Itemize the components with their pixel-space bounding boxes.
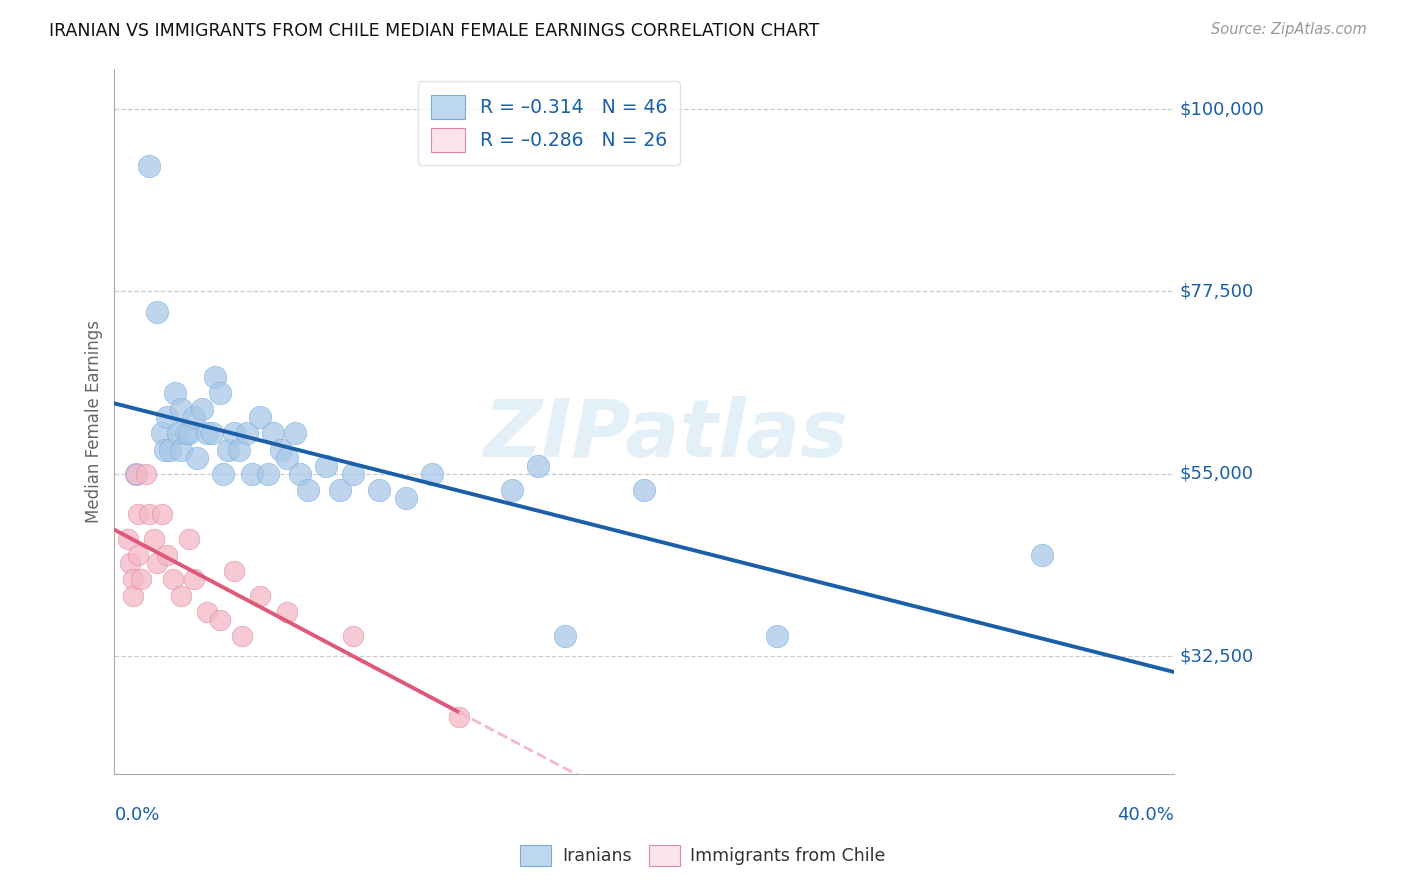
Text: IRANIAN VS IMMIGRANTS FROM CHILE MEDIAN FEMALE EARNINGS CORRELATION CHART: IRANIAN VS IMMIGRANTS FROM CHILE MEDIAN … xyxy=(49,22,820,40)
Point xyxy=(236,426,259,441)
Point xyxy=(174,426,197,441)
Text: $77,500: $77,500 xyxy=(1180,283,1254,301)
Point xyxy=(169,442,191,457)
Point xyxy=(122,589,145,603)
Point xyxy=(167,426,190,441)
Point xyxy=(222,426,245,441)
Point xyxy=(156,548,179,562)
Point xyxy=(554,629,576,643)
Point xyxy=(527,458,550,473)
Point xyxy=(276,450,298,465)
Point xyxy=(204,369,226,384)
Point xyxy=(169,589,191,603)
Point xyxy=(765,629,787,643)
Point xyxy=(165,385,187,400)
Point xyxy=(150,508,173,522)
Point xyxy=(217,442,239,457)
Point xyxy=(212,467,235,481)
Point xyxy=(257,467,280,481)
Text: $55,000: $55,000 xyxy=(1180,465,1253,483)
Point xyxy=(159,442,181,457)
Text: Source: ZipAtlas.com: Source: ZipAtlas.com xyxy=(1211,22,1367,37)
Point xyxy=(368,483,391,497)
Point xyxy=(138,508,160,522)
Point xyxy=(633,483,655,497)
Point xyxy=(1031,548,1053,562)
Point xyxy=(143,532,166,546)
Legend: R = –0.314   N = 46, R = –0.286   N = 26: R = –0.314 N = 46, R = –0.286 N = 26 xyxy=(418,81,681,165)
Point xyxy=(183,572,205,586)
Point xyxy=(150,426,173,441)
Point xyxy=(186,450,208,465)
Point xyxy=(297,483,319,497)
Point xyxy=(501,483,523,497)
Point xyxy=(209,613,232,627)
Point xyxy=(342,467,364,481)
Y-axis label: Median Female Earnings: Median Female Earnings xyxy=(86,319,103,523)
Point xyxy=(138,159,160,173)
Point xyxy=(129,572,152,586)
Point xyxy=(276,605,298,619)
Point xyxy=(177,426,200,441)
Text: 40.0%: 40.0% xyxy=(1118,806,1174,824)
Point xyxy=(191,402,214,417)
Point xyxy=(169,402,191,417)
Point xyxy=(447,710,470,724)
Text: $32,500: $32,500 xyxy=(1180,648,1254,665)
Point xyxy=(124,467,146,481)
Point xyxy=(162,572,184,586)
Point xyxy=(177,532,200,546)
Point xyxy=(183,410,205,425)
Point xyxy=(270,442,292,457)
Point xyxy=(156,410,179,425)
Point xyxy=(135,467,157,481)
Point xyxy=(209,385,232,400)
Point xyxy=(228,442,250,457)
Point xyxy=(146,305,169,319)
Point xyxy=(420,467,443,481)
Point xyxy=(120,556,142,570)
Point xyxy=(249,410,271,425)
Point xyxy=(222,564,245,578)
Point xyxy=(122,572,145,586)
Point xyxy=(288,467,311,481)
Point xyxy=(231,629,253,643)
Point xyxy=(342,629,364,643)
Point xyxy=(201,426,224,441)
Point xyxy=(195,426,218,441)
Text: ZIPatlas: ZIPatlas xyxy=(484,396,848,475)
Point xyxy=(329,483,352,497)
Text: 0.0%: 0.0% xyxy=(114,806,160,824)
Point xyxy=(262,426,284,441)
Point xyxy=(284,426,307,441)
Point xyxy=(127,508,149,522)
Point xyxy=(124,467,146,481)
Point xyxy=(240,467,263,481)
Point xyxy=(395,491,418,506)
Legend: Iranians, Immigrants from Chile: Iranians, Immigrants from Chile xyxy=(512,836,894,874)
Text: $100,000: $100,000 xyxy=(1180,100,1264,118)
Point xyxy=(153,442,176,457)
Point xyxy=(117,532,139,546)
Point xyxy=(249,589,271,603)
Point xyxy=(315,458,337,473)
Point xyxy=(146,556,169,570)
Point xyxy=(127,548,149,562)
Point xyxy=(195,605,218,619)
